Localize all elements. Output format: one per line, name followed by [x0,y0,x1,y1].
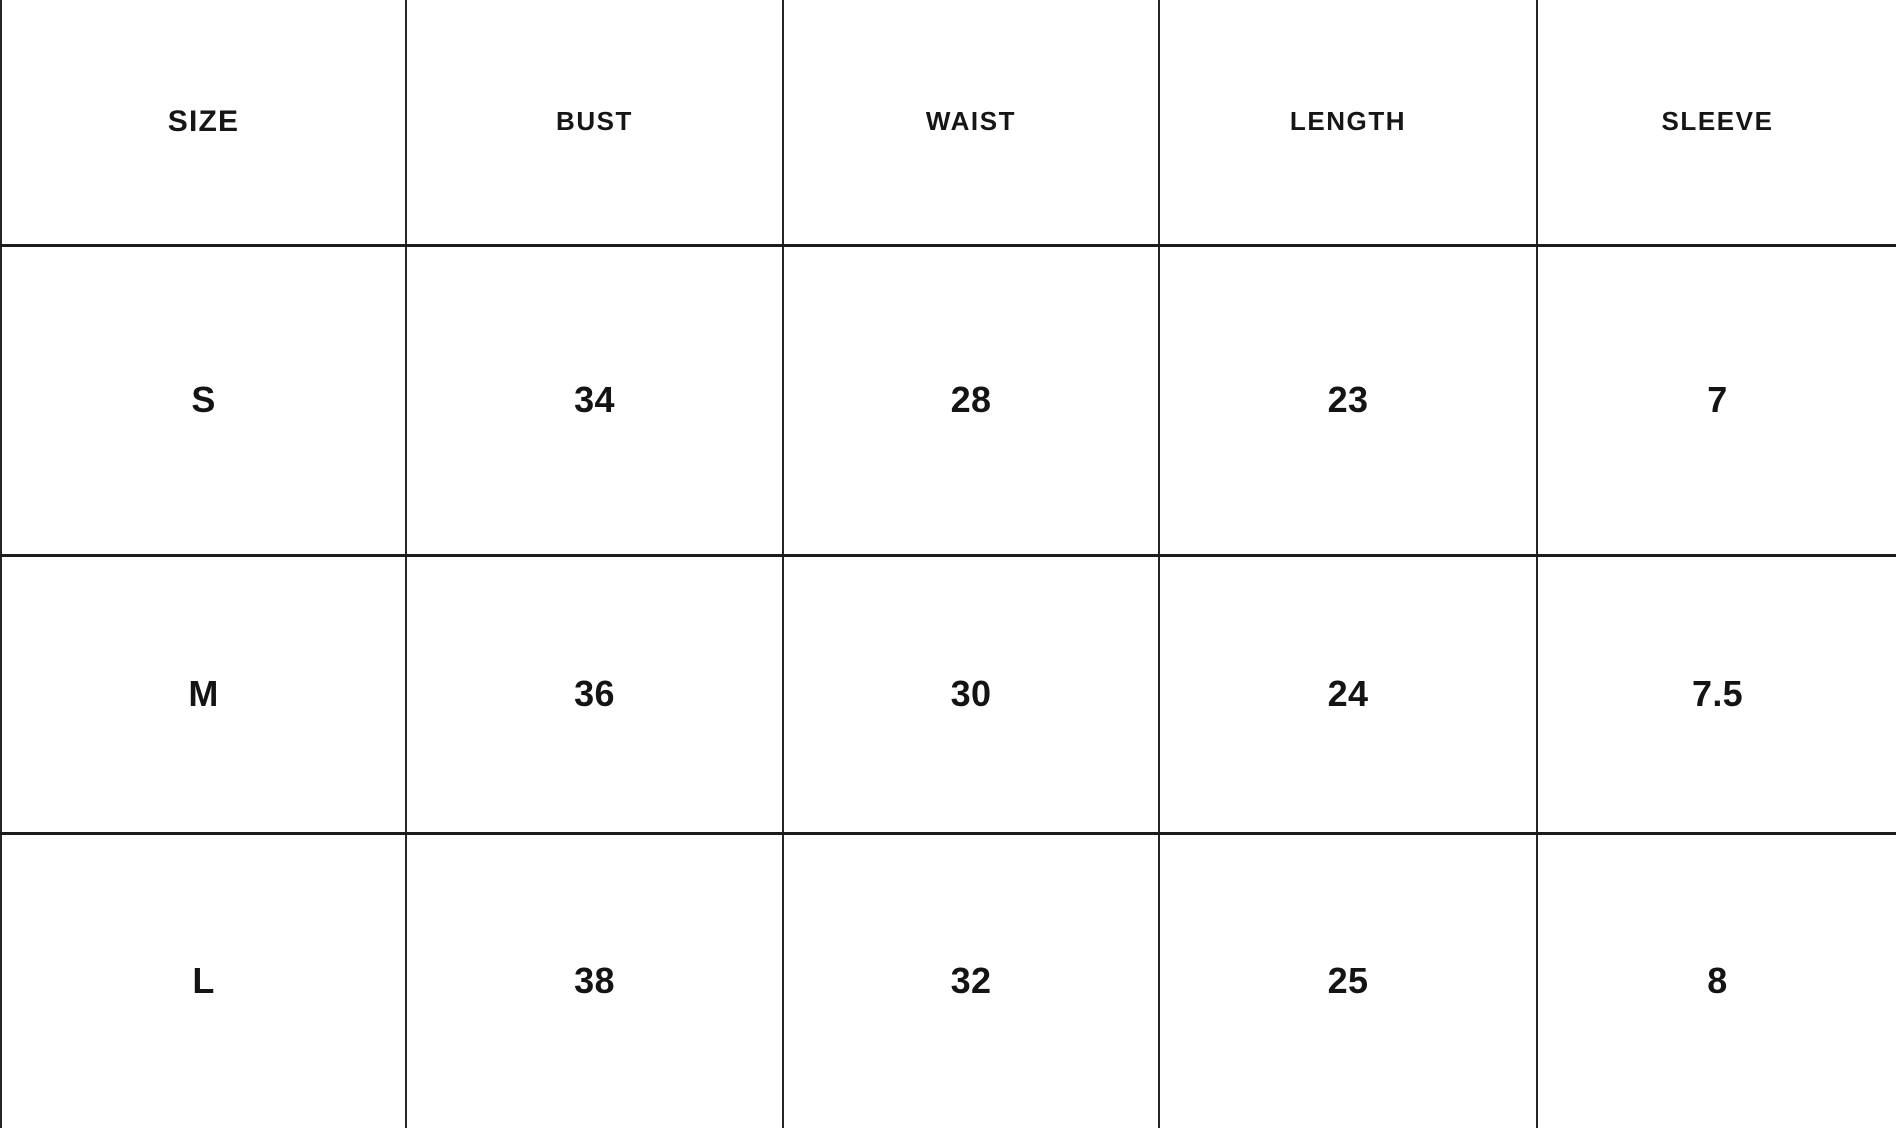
cell-length-value: 24 [1327,673,1369,714]
column-header-length: LENGTH [1158,0,1537,247]
cell-size-value: S [191,379,216,420]
cell-length: 25 [1158,833,1537,1128]
column-header-bust-label: BUST [555,106,634,137]
table-row: L 38 32 25 8 [0,833,1896,1128]
cell-length-value: 23 [1327,379,1369,420]
cell-waist-value: 28 [950,379,992,420]
cell-waist: 30 [782,555,1159,835]
column-header-size: SIZE [0,0,406,247]
column-header-waist-label: WAIST [925,106,1017,137]
cell-waist: 28 [782,245,1159,557]
cell-bust: 34 [405,245,783,557]
cell-sleeve: 7.5 [1536,555,1896,835]
cell-size: S [0,245,406,557]
table-row: M 36 30 24 7.5 [0,555,1896,835]
table-header-row: SIZE BUST WAIST LENGTH SLEEVE [0,0,1896,247]
cell-size-value: M [188,673,219,714]
cell-size: M [0,555,406,835]
cell-size-value: L [192,960,215,1002]
column-header-sleeve-label: SLEEVE [1661,106,1774,137]
cell-waist-value: 30 [950,673,992,714]
cell-bust-value: 38 [574,960,615,1002]
cell-sleeve-value: 8 [1707,960,1728,1002]
cell-sleeve: 8 [1536,833,1896,1128]
column-header-bust: BUST [405,0,783,247]
cell-bust-value: 36 [574,673,615,714]
table-row: S 34 28 23 7 [0,245,1896,557]
cell-sleeve: 7 [1536,245,1896,557]
column-header-sleeve: SLEEVE [1536,0,1896,247]
cell-length: 23 [1158,245,1537,557]
cell-sleeve-value: 7 [1707,379,1728,420]
cell-bust-value: 34 [574,379,615,420]
cell-length: 24 [1158,555,1537,835]
cell-length-value: 25 [1327,960,1369,1002]
column-header-size-label: SIZE [167,104,240,138]
cell-waist: 32 [782,833,1159,1128]
cell-sleeve-value: 7.5 [1691,673,1744,714]
cell-waist-value: 32 [950,960,992,1002]
cell-bust: 38 [405,833,783,1128]
cell-size: L [0,833,406,1128]
column-header-length-label: LENGTH [1289,106,1407,137]
column-header-waist: WAIST [782,0,1159,247]
cell-bust: 36 [405,555,783,835]
